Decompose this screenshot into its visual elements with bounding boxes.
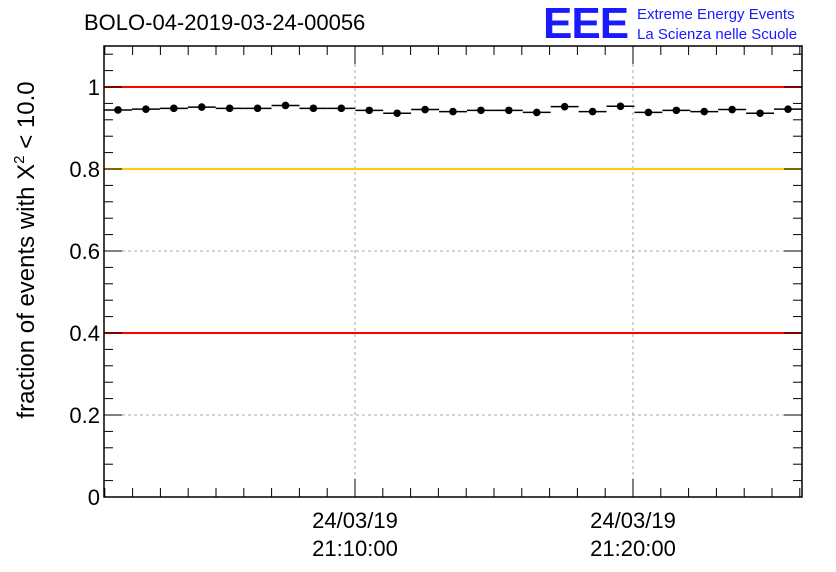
data-point bbox=[225, 104, 234, 113]
data-point bbox=[560, 102, 569, 111]
plot-frame bbox=[103, 45, 803, 498]
y-tick-label: 0.2 bbox=[69, 403, 100, 428]
data-point bbox=[253, 104, 262, 113]
data-point bbox=[170, 104, 178, 113]
y-axis-label-symbol: X bbox=[13, 164, 40, 180]
data-point bbox=[114, 106, 122, 114]
data-point bbox=[281, 101, 290, 110]
y-axis-label-prefix: fraction of events with bbox=[13, 180, 40, 419]
data-point bbox=[309, 104, 318, 113]
x-tick-label-date: 24/03/19 bbox=[312, 508, 398, 533]
x-tick-label-date: 24/03/19 bbox=[590, 508, 676, 533]
y-tick-label: 0.6 bbox=[69, 239, 100, 264]
data-point bbox=[449, 107, 457, 116]
logo-line-1: Extreme Energy Events bbox=[637, 6, 795, 23]
data-point bbox=[588, 107, 597, 116]
y-tick-label: 1 bbox=[88, 75, 100, 100]
chart-title: BOLO-04-2019-03-24-00056 bbox=[84, 10, 366, 35]
y-axis-label-sup: 2 bbox=[11, 155, 28, 163]
y-tick-label: 0.8 bbox=[69, 157, 100, 182]
data-point bbox=[197, 103, 206, 111]
data-point bbox=[700, 107, 709, 116]
data-point bbox=[616, 102, 625, 111]
x-tick-label-time: 21:10:00 bbox=[312, 536, 398, 561]
y-tick-labels: 0 0.2 0.4 0.6 0.8 1 bbox=[69, 75, 100, 510]
data-point bbox=[784, 105, 792, 113]
y-tick-label: 0.4 bbox=[69, 321, 100, 346]
x-tick-label-time: 21:20:00 bbox=[590, 536, 676, 561]
data-point bbox=[393, 109, 401, 118]
data-point bbox=[532, 108, 541, 117]
x-tick-labels: 24/03/19 21:10:00 24/03/19 21:20:00 bbox=[312, 508, 676, 561]
data-point bbox=[337, 104, 346, 113]
data-point bbox=[505, 106, 513, 115]
data-point bbox=[672, 106, 681, 115]
data-point bbox=[365, 106, 374, 115]
data-point bbox=[142, 105, 150, 113]
data-point bbox=[421, 105, 429, 114]
logo-line-2: La Scienza nelle Scuole bbox=[637, 26, 798, 43]
eee-logo: EEE Extreme Energy Events La Scienza nel… bbox=[543, 2, 833, 46]
axis-ticks bbox=[104, 46, 802, 498]
eee-logo-mark: EEE bbox=[543, 0, 629, 48]
data-point bbox=[756, 109, 764, 118]
y-tick-label: 0 bbox=[88, 485, 100, 510]
data-point bbox=[728, 105, 736, 114]
y-axis-label: fraction of events with X2 < 10.0 bbox=[11, 81, 40, 418]
reference-lines bbox=[104, 86, 802, 334]
data-point bbox=[644, 108, 653, 117]
data-point bbox=[477, 106, 485, 115]
data-points bbox=[104, 101, 802, 118]
y-axis-label-suffix: < 10.0 bbox=[13, 81, 40, 155]
